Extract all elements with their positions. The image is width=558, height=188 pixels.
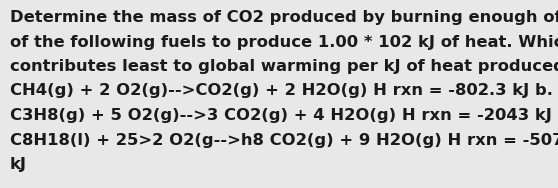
Text: kJ: kJ [10,157,27,172]
Text: C3H8(g) + 5 O2(g)-->3 CO2(g) + 4 H2O(g) H rxn = -2043 kJ c.: C3H8(g) + 5 O2(g)-->3 CO2(g) + 4 H2O(g) … [10,108,558,123]
Text: C8H18(l) + 25>2 O2(g-->h8 CO2(g) + 9 H2O(g) H rxn = -5074.1: C8H18(l) + 25>2 O2(g-->h8 CO2(g) + 9 H2O… [10,133,558,148]
Text: contributes least to global warming per kJ of heat produced? a.: contributes least to global warming per … [10,59,558,74]
Text: Determine the mass of CO2 produced by burning enough of each: Determine the mass of CO2 produced by bu… [10,10,558,25]
Text: of the following fuels to produce 1.00 * 102 kJ of heat. Which fuel: of the following fuels to produce 1.00 *… [10,35,558,49]
Text: CH4(g) + 2 O2(g)-->CO2(g) + 2 H2O(g) H rxn = -802.3 kJ b.: CH4(g) + 2 O2(g)-->CO2(g) + 2 H2O(g) H r… [10,83,553,99]
